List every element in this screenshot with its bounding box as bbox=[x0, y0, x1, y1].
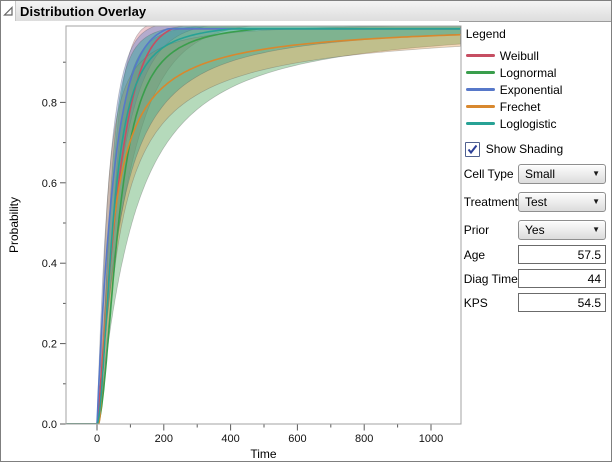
page-title: Distribution Overlay bbox=[20, 3, 147, 19]
cell-type-value: Small bbox=[525, 167, 556, 181]
confidence-band-exponential bbox=[96, 26, 461, 424]
legend-item-lognormal[interactable]: Lognormal bbox=[464, 64, 607, 81]
chevron-down-icon: ▼ bbox=[592, 197, 600, 206]
treatment-dropdown[interactable]: Test ▼ bbox=[518, 192, 606, 212]
legend-item-frechet[interactable]: Frechet bbox=[464, 98, 607, 115]
legend-label: Loglogistic bbox=[499, 116, 557, 131]
svg-text:0.8: 0.8 bbox=[42, 97, 57, 109]
chevron-down-icon: ▼ bbox=[592, 225, 600, 234]
confidence-band-weibull bbox=[96, 26, 461, 424]
legend-item-weibull[interactable]: Weibull bbox=[464, 47, 607, 64]
exponential-color-swatch bbox=[465, 88, 495, 91]
legend-title: Legend bbox=[465, 27, 506, 41]
report-body: 0 200 400 600 800 1000 0.0 0.2 0.4 0.6 0.8 Probabi… bbox=[1, 21, 611, 461]
cell-type-row: Cell Type Small ▼ bbox=[464, 164, 607, 184]
legend-item-exponential[interactable]: Exponential bbox=[464, 81, 607, 98]
confidence-band-frechet bbox=[97, 26, 461, 424]
axis-ticks bbox=[60, 61, 432, 431]
show-shading-checkbox[interactable] bbox=[464, 141, 480, 157]
plot-frame bbox=[65, 25, 462, 425]
cdf-lines bbox=[66, 28, 461, 424]
plot-region: 0 200 400 600 800 1000 0.0 0.2 0.4 0.6 0.8 Probabi… bbox=[1, 21, 462, 461]
y-axis-title: Probability bbox=[7, 196, 21, 254]
control-panel: Legend Weibull Lognormal Exponential Fre… bbox=[459, 21, 611, 461]
svg-text:800: 800 bbox=[355, 433, 373, 445]
frechet-color-swatch bbox=[465, 105, 495, 108]
prior-row: Prior Yes ▼ bbox=[464, 220, 607, 240]
treatment-row: Treatment Test ▼ bbox=[464, 192, 607, 212]
legend-item-loglogistic[interactable]: Loglogistic bbox=[464, 115, 607, 132]
axis-tick-labels: 0 200 400 600 800 1000 0.0 0.2 0.4 0.6 0.8 bbox=[42, 97, 444, 445]
chevron-down-icon: ▼ bbox=[592, 169, 600, 178]
legend-label: Lognormal bbox=[499, 65, 557, 80]
x-axis-title: Time bbox=[250, 447, 277, 461]
confidence-band-loglogistic bbox=[96, 26, 461, 424]
legend-label: Exponential bbox=[499, 82, 563, 97]
cell-type-dropdown[interactable]: Small ▼ bbox=[518, 164, 606, 184]
age-field[interactable] bbox=[518, 245, 606, 264]
kps-label: KPS bbox=[463, 295, 488, 310]
svg-text:0.0: 0.0 bbox=[42, 419, 57, 431]
prior-value: Yes bbox=[525, 223, 545, 237]
lognormal-color-swatch bbox=[465, 71, 495, 74]
prior-label: Prior bbox=[463, 223, 490, 237]
legend-label: Frechet bbox=[499, 99, 541, 114]
disclosure-triangle-icon[interactable] bbox=[1, 1, 15, 21]
diag-time-row: Diag Time bbox=[464, 269, 607, 288]
curve-line-loglogistic bbox=[66, 28, 461, 424]
loglogistic-color-swatch bbox=[465, 122, 495, 125]
cell-type-label: Cell Type bbox=[463, 167, 514, 181]
kps-row: KPS bbox=[464, 293, 607, 312]
svg-text:0.4: 0.4 bbox=[42, 258, 57, 270]
svg-text:1000: 1000 bbox=[419, 433, 443, 445]
plot-canvas[interactable]: 0 200 400 600 800 1000 0.0 0.2 0.4 0.6 0.8 bbox=[1, 21, 463, 462]
title-strip: Distribution Overlay bbox=[15, 1, 611, 21]
y-axis-title-wrap: Probability bbox=[6, 26, 22, 424]
confidence-bands bbox=[96, 26, 461, 424]
kps-field[interactable] bbox=[518, 293, 606, 312]
svg-text:200: 200 bbox=[155, 433, 173, 445]
open-triangle-icon bbox=[3, 6, 13, 16]
outline-title-bar: Distribution Overlay bbox=[1, 1, 611, 22]
svg-text:0.2: 0.2 bbox=[42, 339, 57, 351]
svg-text:0.6: 0.6 bbox=[42, 178, 57, 190]
show-shading-label: Show Shading bbox=[485, 142, 564, 156]
prior-dropdown[interactable]: Yes ▼ bbox=[518, 220, 606, 240]
diag-time-label: Diag Time bbox=[463, 271, 518, 286]
diag-time-field[interactable] bbox=[518, 269, 606, 288]
svg-text:400: 400 bbox=[221, 433, 239, 445]
weibull-color-swatch bbox=[465, 54, 495, 57]
age-row: Age bbox=[464, 245, 607, 264]
legend-label: Weibull bbox=[499, 48, 539, 63]
svg-text:600: 600 bbox=[288, 433, 306, 445]
show-shading-row: Show Shading bbox=[464, 140, 607, 158]
treatment-value: Test bbox=[525, 195, 548, 209]
age-label: Age bbox=[463, 247, 486, 262]
treatment-label: Treatment bbox=[463, 195, 518, 209]
svg-text:0: 0 bbox=[94, 433, 100, 445]
checkmark-icon bbox=[467, 144, 478, 154]
